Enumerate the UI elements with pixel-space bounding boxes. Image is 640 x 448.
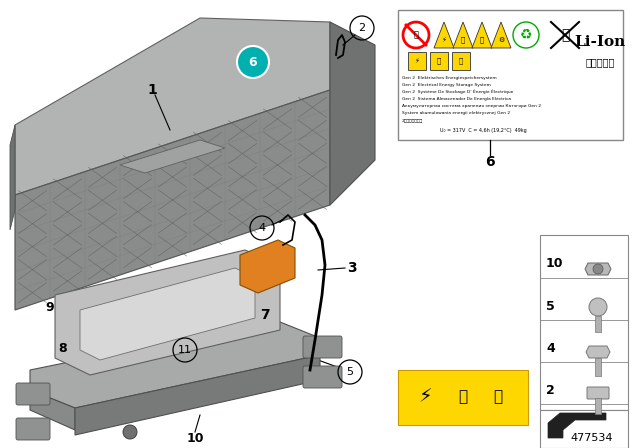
Circle shape bbox=[513, 22, 539, 48]
Circle shape bbox=[589, 298, 607, 316]
Circle shape bbox=[237, 46, 269, 78]
Polygon shape bbox=[548, 413, 606, 438]
Text: 477534: 477534 bbox=[571, 433, 613, 443]
FancyBboxPatch shape bbox=[16, 383, 50, 405]
Text: Аккумуляторная система хранения энергии Катэгори Gen 2: Аккумуляторная система хранения энергии … bbox=[402, 104, 541, 108]
Polygon shape bbox=[75, 355, 320, 435]
Text: 📋: 📋 bbox=[458, 389, 468, 405]
Text: ✋: ✋ bbox=[459, 58, 463, 65]
Text: ⚡: ⚡ bbox=[415, 58, 419, 64]
Text: Gen 2  Electrical Energy Storage System: Gen 2 Electrical Energy Storage System bbox=[402, 83, 491, 87]
FancyBboxPatch shape bbox=[595, 316, 601, 332]
Text: Gen 2  Système De Stockage D’ Énergie Électrique: Gen 2 Système De Stockage D’ Énergie Éle… bbox=[402, 90, 513, 95]
Text: Gen 2  Sistema Almacenador De Energía Eléctrica: Gen 2 Sistema Almacenador De Energía Elé… bbox=[402, 97, 511, 101]
Text: 1: 1 bbox=[147, 83, 157, 97]
Text: 9: 9 bbox=[45, 301, 54, 314]
Text: 8: 8 bbox=[59, 341, 67, 354]
Text: 锂离子电池: 锂离子电池 bbox=[586, 57, 614, 67]
FancyBboxPatch shape bbox=[587, 387, 609, 399]
Text: 10: 10 bbox=[186, 431, 204, 444]
Polygon shape bbox=[30, 390, 75, 430]
FancyBboxPatch shape bbox=[595, 398, 601, 414]
Text: 11: 11 bbox=[178, 345, 192, 355]
Text: 🔧: 🔧 bbox=[413, 30, 419, 39]
Polygon shape bbox=[240, 240, 295, 293]
Polygon shape bbox=[472, 22, 492, 48]
Polygon shape bbox=[330, 22, 375, 205]
Text: 5: 5 bbox=[346, 367, 353, 377]
Text: Gen 2  Elektrisches Energiespeichersystem: Gen 2 Elektrisches Energiespeichersystem bbox=[402, 76, 497, 80]
Text: ✋: ✋ bbox=[480, 37, 484, 43]
Polygon shape bbox=[585, 263, 611, 275]
Text: ⚡: ⚡ bbox=[418, 388, 432, 406]
Circle shape bbox=[593, 264, 603, 274]
Text: 6: 6 bbox=[485, 155, 495, 169]
Text: 5: 5 bbox=[546, 300, 555, 313]
FancyBboxPatch shape bbox=[540, 235, 628, 410]
Text: Li-Ion: Li-Ion bbox=[574, 35, 626, 49]
Polygon shape bbox=[453, 22, 473, 48]
Text: 2: 2 bbox=[358, 23, 365, 33]
Text: 📋: 📋 bbox=[437, 58, 441, 65]
Text: 6: 6 bbox=[249, 56, 257, 69]
Polygon shape bbox=[30, 320, 320, 408]
Circle shape bbox=[123, 425, 137, 439]
FancyBboxPatch shape bbox=[398, 10, 623, 140]
Polygon shape bbox=[15, 90, 330, 310]
FancyBboxPatch shape bbox=[398, 370, 528, 425]
Circle shape bbox=[403, 22, 429, 48]
Polygon shape bbox=[55, 250, 280, 375]
Polygon shape bbox=[491, 22, 511, 48]
Text: 📋: 📋 bbox=[461, 37, 465, 43]
Text: U₀ = 317V  C = 4,6h (19,2°C)  49kg: U₀ = 317V C = 4,6h (19,2°C) 49kg bbox=[440, 128, 527, 133]
Text: 7: 7 bbox=[260, 308, 270, 322]
Polygon shape bbox=[120, 140, 225, 173]
Polygon shape bbox=[10, 125, 15, 230]
FancyBboxPatch shape bbox=[408, 52, 426, 70]
Text: 2: 2 bbox=[546, 383, 555, 396]
Text: ⚙: ⚙ bbox=[498, 37, 504, 43]
FancyBboxPatch shape bbox=[430, 52, 448, 70]
Text: ♻: ♻ bbox=[520, 28, 532, 42]
Polygon shape bbox=[80, 268, 255, 360]
Polygon shape bbox=[434, 22, 454, 48]
FancyBboxPatch shape bbox=[303, 336, 342, 358]
Text: ✋: ✋ bbox=[493, 389, 502, 405]
Text: 10: 10 bbox=[546, 257, 563, 270]
Text: System akumulowania energii elektrycznej Gen 2: System akumulowania energii elektrycznej… bbox=[402, 111, 510, 115]
Text: 4: 4 bbox=[259, 223, 266, 233]
Polygon shape bbox=[15, 18, 330, 195]
FancyBboxPatch shape bbox=[452, 52, 470, 70]
Text: 4: 4 bbox=[546, 341, 555, 354]
FancyBboxPatch shape bbox=[303, 366, 342, 388]
Polygon shape bbox=[586, 346, 610, 358]
FancyBboxPatch shape bbox=[16, 418, 50, 440]
Text: 2代电能蓄积装置: 2代电能蓄积装置 bbox=[402, 118, 423, 122]
Text: ⚡: ⚡ bbox=[442, 37, 447, 43]
Text: 🗑: 🗑 bbox=[561, 28, 569, 42]
Text: 3: 3 bbox=[347, 261, 357, 275]
FancyBboxPatch shape bbox=[540, 410, 628, 448]
FancyBboxPatch shape bbox=[595, 358, 601, 376]
